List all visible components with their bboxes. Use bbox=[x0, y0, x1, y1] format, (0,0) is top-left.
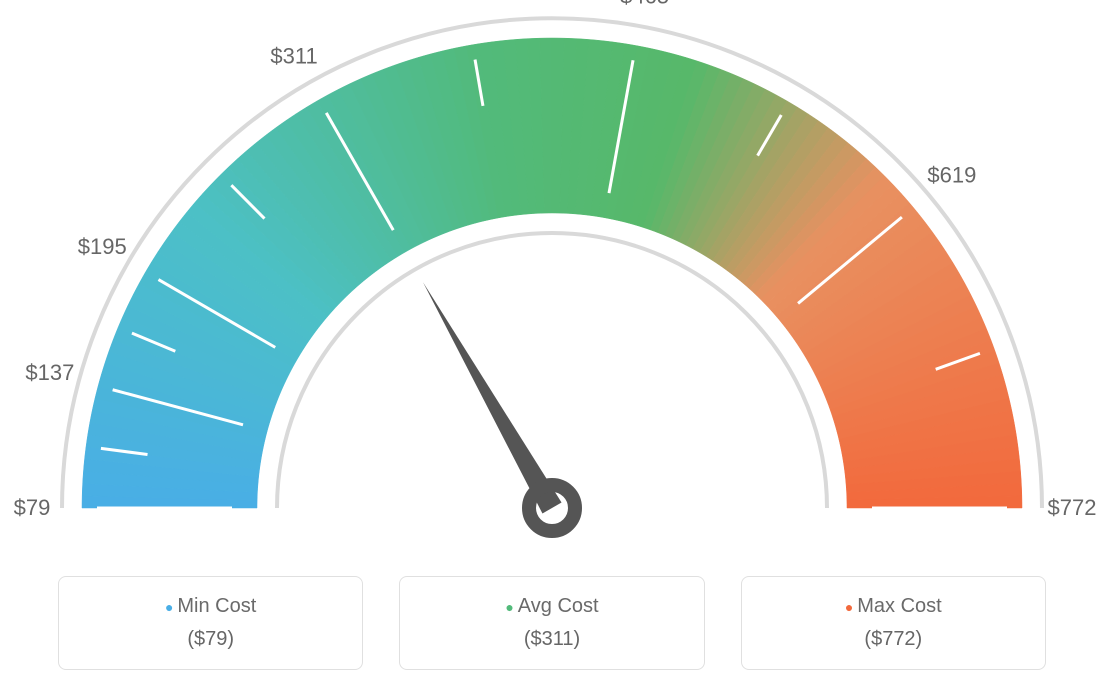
gauge-area: $79 $137 $195 $311 $465 $619 $772 bbox=[0, 0, 1104, 560]
legend-card-min: Min Cost ($79) bbox=[58, 576, 363, 670]
legend-avg-title: Avg Cost bbox=[400, 595, 703, 618]
tick-label: $79 bbox=[14, 495, 51, 520]
legend-card-avg: Avg Cost ($311) bbox=[399, 576, 704, 670]
gauge-svg: $79 $137 $195 $311 $465 $619 $772 bbox=[0, 0, 1104, 560]
needle bbox=[423, 282, 562, 513]
tick-label: $311 bbox=[270, 43, 317, 68]
legend-avg-value: ($311) bbox=[400, 628, 703, 651]
cost-gauge-chart: $79 $137 $195 $311 $465 $619 $772 Min Cost ($7… bbox=[0, 0, 1104, 690]
tick-label: $619 bbox=[927, 163, 976, 188]
legend-card-max: Max Cost ($772) bbox=[741, 576, 1046, 670]
tick-label: $195 bbox=[78, 234, 127, 259]
legend-max-title: Max Cost bbox=[742, 595, 1045, 618]
legend-max-value: ($772) bbox=[742, 628, 1045, 651]
legend-min-value: ($79) bbox=[59, 628, 362, 651]
legend-row: Min Cost ($79) Avg Cost ($311) Max Cost … bbox=[0, 576, 1104, 670]
tick-label: $465 bbox=[620, 0, 669, 8]
tick-label: $772 bbox=[1048, 495, 1097, 520]
gauge-band bbox=[82, 38, 1022, 508]
legend-min-title: Min Cost bbox=[59, 595, 362, 618]
tick-label: $137 bbox=[25, 360, 74, 385]
